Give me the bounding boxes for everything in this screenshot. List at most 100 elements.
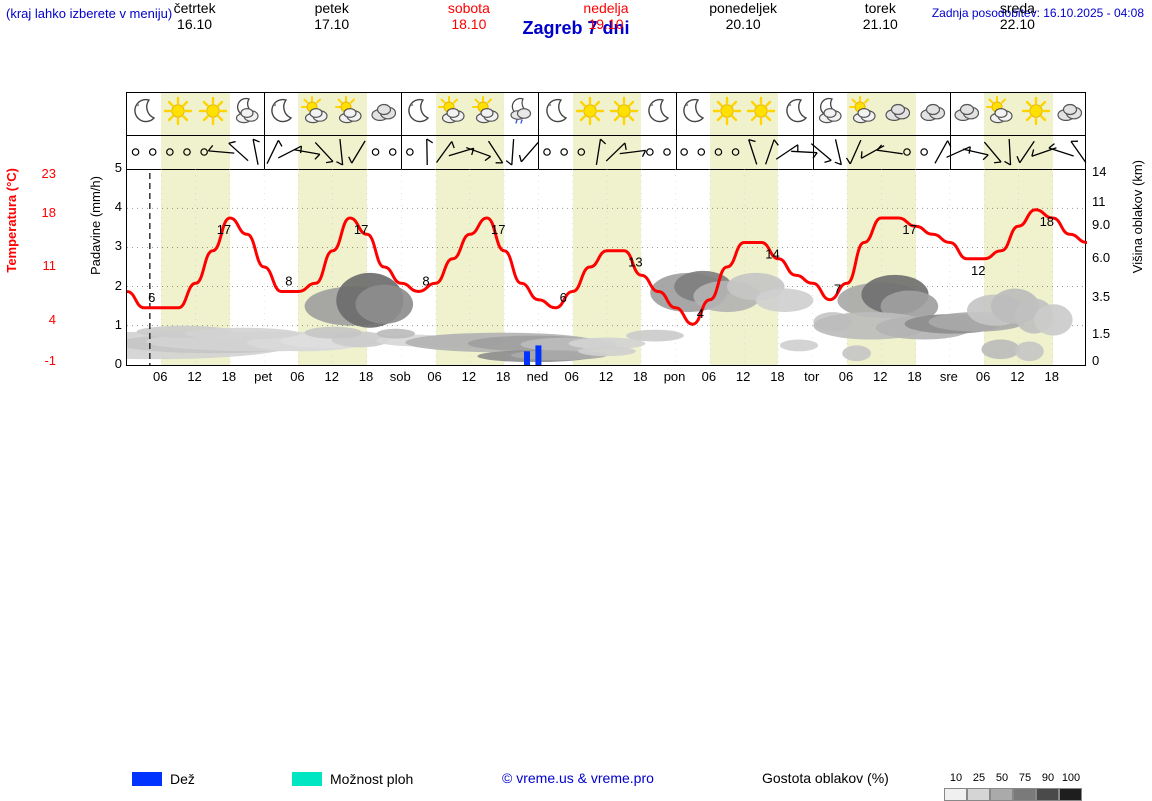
suncloud-icon bbox=[301, 96, 335, 130]
sun-icon bbox=[712, 96, 746, 130]
cloud-blob bbox=[305, 327, 363, 339]
sun-icon bbox=[746, 96, 780, 130]
showers-swatch bbox=[292, 772, 322, 786]
cloud-blob bbox=[377, 329, 415, 339]
temperature-value-label: 8 bbox=[285, 274, 292, 289]
moon-icon bbox=[643, 96, 677, 130]
cloud-scale-box bbox=[990, 788, 1013, 801]
temperature-tick: 23 bbox=[30, 166, 56, 181]
precipitation-tick: 5 bbox=[110, 160, 122, 175]
cloud-height-tick: 14 bbox=[1092, 164, 1126, 179]
cloud-blob bbox=[578, 346, 636, 356]
suncloud-icon bbox=[986, 96, 1020, 130]
temperature-value-label: 8 bbox=[422, 274, 429, 289]
cloud-scale-value: 100 bbox=[1059, 772, 1083, 784]
day-date: 18.10 bbox=[400, 16, 537, 32]
cloud-height-axis-label: Višina oblakov (km) bbox=[1130, 160, 1148, 273]
day-date: 20.10 bbox=[675, 16, 812, 32]
day-date: 17.10 bbox=[263, 16, 400, 32]
day-separator bbox=[538, 93, 539, 169]
precipitation-tick: 4 bbox=[110, 199, 122, 214]
weather-icon-row bbox=[127, 93, 1085, 136]
rain-bar bbox=[535, 345, 541, 365]
suncloud-icon bbox=[849, 96, 883, 130]
cloud-height-tick: 1.5 bbox=[1092, 326, 1126, 341]
sun-icon bbox=[163, 96, 197, 130]
temperature-value-label: 17 bbox=[491, 222, 505, 237]
rain-bar bbox=[524, 351, 530, 365]
day-name: ponedeljek bbox=[675, 0, 812, 16]
temperature-value-label: 17 bbox=[354, 222, 368, 237]
day-separator bbox=[813, 93, 814, 169]
precipitation-axis-label: Padavine (mm/h) bbox=[88, 176, 106, 275]
cloud-scale-box bbox=[1013, 788, 1036, 801]
cloud-blob bbox=[981, 340, 1019, 360]
cloud-height-tick: 3.5 bbox=[1092, 289, 1126, 304]
mooncloud-icon bbox=[232, 96, 266, 130]
cloud-scale-value: 10 bbox=[944, 772, 968, 784]
temperature-value-label: 18 bbox=[1040, 214, 1054, 229]
temperature-tick: -1 bbox=[30, 353, 56, 368]
temperature-value-label: 4 bbox=[697, 306, 704, 321]
suncloud-icon bbox=[335, 96, 369, 130]
day-separator bbox=[950, 93, 951, 169]
moon-icon bbox=[541, 96, 575, 130]
temperature-value-label: 13 bbox=[628, 255, 642, 270]
credit-link[interactable]: © vreme.us & vreme.pro bbox=[502, 770, 654, 786]
suncloud-icon bbox=[438, 96, 472, 130]
cloud-height-tick: 6.0 bbox=[1092, 250, 1126, 265]
sun-icon bbox=[609, 96, 643, 130]
day-date: 16.10 bbox=[126, 16, 263, 32]
cloud-blob bbox=[780, 340, 818, 352]
cloud-scale-value: 25 bbox=[967, 772, 991, 784]
moon-icon bbox=[129, 96, 163, 130]
day-date: 22.10 bbox=[949, 16, 1086, 32]
cloud-blob bbox=[1034, 304, 1072, 335]
legend-rain-label: Dež bbox=[170, 771, 195, 787]
cloud-height-tick: 0 bbox=[1092, 353, 1126, 368]
moon-icon bbox=[781, 96, 815, 130]
cloud-density-label: Gostota oblakov (%) bbox=[762, 770, 889, 786]
precipitation-tick: 1 bbox=[110, 317, 122, 332]
day-name: nedelja bbox=[537, 0, 674, 16]
sun-icon bbox=[575, 96, 609, 130]
temperature-value-label: 6 bbox=[560, 290, 567, 305]
precipitation-tick: 0 bbox=[110, 356, 122, 371]
cloud-icon bbox=[1055, 96, 1089, 130]
day-separator bbox=[264, 93, 265, 169]
temperature-tick: 11 bbox=[30, 258, 56, 273]
cloud-blob bbox=[355, 285, 413, 324]
day-name: petek bbox=[263, 0, 400, 16]
cloud-scale-value: 50 bbox=[990, 772, 1014, 784]
temperature-tick: 18 bbox=[30, 205, 56, 220]
cloud-icon bbox=[918, 96, 952, 130]
sun-icon bbox=[198, 96, 232, 130]
day-name: četrtek bbox=[126, 0, 263, 16]
moon-icon bbox=[403, 96, 437, 130]
temperature-value-label: 17 bbox=[902, 222, 916, 237]
precipitation-tick: 2 bbox=[110, 278, 122, 293]
cloud-blob bbox=[185, 328, 300, 340]
temperature-axis-label: Temperatura (°C) bbox=[4, 168, 22, 273]
day-separator bbox=[401, 93, 402, 169]
drizzle-icon bbox=[506, 96, 540, 130]
moon-icon bbox=[678, 96, 712, 130]
chart-legend: Dež Možnost ploh © vreme.us & vreme.pro … bbox=[0, 382, 1152, 422]
day-separator bbox=[676, 93, 677, 169]
rain-swatch bbox=[132, 772, 162, 786]
cloud-scale-value: 90 bbox=[1036, 772, 1060, 784]
cloud-scale-box bbox=[944, 788, 967, 801]
day-date: 19.10 bbox=[537, 16, 674, 32]
cloud-blob bbox=[1015, 341, 1044, 361]
temperature-tick: 4 bbox=[30, 312, 56, 327]
cloud-height-tick: 11 bbox=[1092, 194, 1126, 209]
day-name: sobota bbox=[400, 0, 537, 16]
